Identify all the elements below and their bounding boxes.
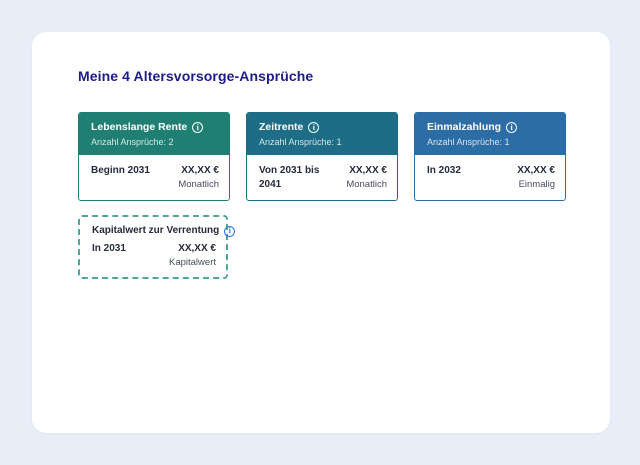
claim-value-block: XX,XX € Monatlich — [346, 164, 387, 192]
claim-card-body: In 2032 XX,XX € Einmalig — [415, 155, 565, 200]
capital-value-card: Kapitalwert zur Verrentung i In 2031 XX,… — [78, 215, 236, 279]
claim-card-body: Beginn 2031 XX,XX € Monatlich — [79, 155, 229, 200]
claim-start-label: Beginn 2031 — [91, 165, 150, 176]
claim-value-block: XX,XX € Kapitalwert — [169, 242, 216, 270]
claim-card-subtitle: Anzahl Ansprüche: 1 — [259, 137, 342, 147]
capital-card-body: In 2031 XX,XX € Kapitalwert — [92, 242, 216, 270]
claims-card-row: Lebenslange Rente i Anzahl Ansprüche: 2 … — [78, 112, 568, 201]
content-panel: Meine 4 Altersvorsorge-Ansprüche Lebensl… — [32, 32, 610, 433]
claim-start-label: In 2031 — [92, 243, 126, 254]
claim-period: Kapitalwert — [169, 257, 216, 268]
claim-amount: XX,XX € — [178, 243, 216, 254]
claim-card-header: Zeitrente i Anzahl Ansprüche: 1 — [247, 113, 397, 155]
claim-card-title: Zeitrente — [259, 121, 304, 133]
info-icon[interactable]: i — [308, 122, 320, 133]
capital-card-title: Kapitalwert zur Verrentung — [92, 225, 220, 236]
info-icon[interactable]: i — [192, 122, 204, 133]
claim-card-lebenslange-rente: Lebenslange Rente i Anzahl Ansprüche: 2 … — [78, 112, 230, 201]
claim-value-block: XX,XX € Monatlich — [178, 164, 219, 192]
claim-start-label: Von 2031 bis 2041 — [259, 165, 320, 190]
claim-card-title: Lebenslange Rente — [91, 121, 188, 133]
info-icon[interactable]: i — [506, 122, 518, 133]
claim-amount: XX,XX € — [517, 165, 555, 176]
claim-card-header: Lebenslange Rente i Anzahl Ansprüche: 2 — [79, 113, 229, 155]
info-icon[interactable]: i — [224, 225, 236, 237]
claim-card-subtitle: Anzahl Ansprüche: 1 — [427, 137, 510, 147]
claim-card-zeitrente: Zeitrente i Anzahl Ansprüche: 1 Von 2031… — [246, 112, 398, 201]
claim-card-subtitle: Anzahl Ansprüche: 2 — [91, 137, 174, 147]
claim-start-label: In 2032 — [427, 165, 461, 176]
claim-card-title: Einmalzahlung — [427, 121, 502, 133]
claim-value-block: XX,XX € Einmalig — [517, 164, 555, 192]
page-title: Meine 4 Altersvorsorge-Ansprüche — [78, 68, 314, 84]
claim-amount: XX,XX € — [181, 165, 219, 176]
claim-period: Monatlich — [346, 179, 387, 190]
claim-period: Monatlich — [178, 179, 219, 190]
claim-period: Einmalig — [518, 179, 555, 190]
claim-card-header: Einmalzahlung i Anzahl Ansprüche: 1 — [415, 113, 565, 155]
claim-card-einmalzahlung: Einmalzahlung i Anzahl Ansprüche: 1 In 2… — [414, 112, 566, 201]
claim-card-body: Von 2031 bis 2041 XX,XX € Monatlich — [247, 155, 397, 200]
claim-amount: XX,XX € — [349, 165, 387, 176]
